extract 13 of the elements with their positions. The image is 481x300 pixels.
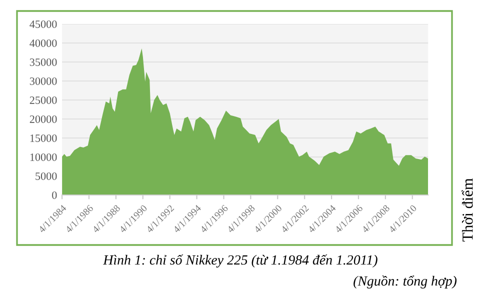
y-tick-label: 30000 — [30, 77, 57, 85]
y-tick-label: 45000 — [30, 20, 57, 28]
y-tick-label: 35000 — [30, 58, 57, 66]
text: (Nguồn: tổng hợp) — [354, 275, 457, 289]
y-tick-label: 15000 — [30, 134, 57, 142]
text: Thời điểm — [462, 178, 473, 242]
y-tick-label: 0 — [52, 191, 57, 199]
y-tick-label: 10000 — [30, 153, 57, 161]
y-tick-label: 5000 — [36, 172, 57, 180]
y-tick-label: 40000 — [30, 39, 57, 47]
y-tick-label: 25000 — [30, 96, 57, 104]
y-tick-label: 20000 — [30, 115, 57, 123]
text: Hình 1: chỉ số Nikkey 225 (từ 1.1984 đến 1.2011) — [103, 254, 378, 268]
